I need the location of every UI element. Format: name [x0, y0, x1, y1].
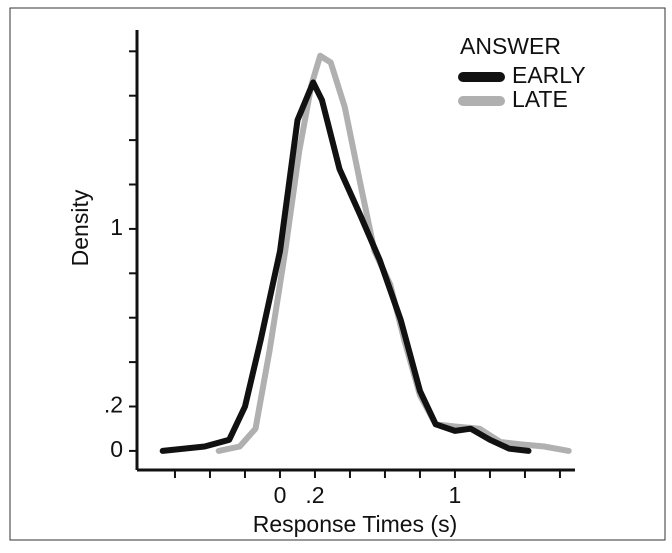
x-tick-label: 1 — [449, 482, 462, 508]
density-line — [215, 52, 572, 454]
x-tick-label: .2 — [305, 482, 324, 508]
frame — [9, 7, 666, 541]
y-axis-title: Density — [67, 189, 93, 266]
legend-label: LATE — [512, 86, 568, 112]
y-tick-label: 1 — [110, 214, 123, 240]
x-tick-label: 0 — [274, 482, 287, 508]
density-line — [159, 79, 532, 454]
legend-title: ANSWER — [460, 33, 561, 59]
x-axis-title: Response Times (s) — [253, 511, 458, 537]
y-tick-label: 0 — [110, 436, 123, 462]
legend-label: EARLY — [512, 62, 586, 88]
y-tick-label: .2 — [104, 392, 123, 418]
